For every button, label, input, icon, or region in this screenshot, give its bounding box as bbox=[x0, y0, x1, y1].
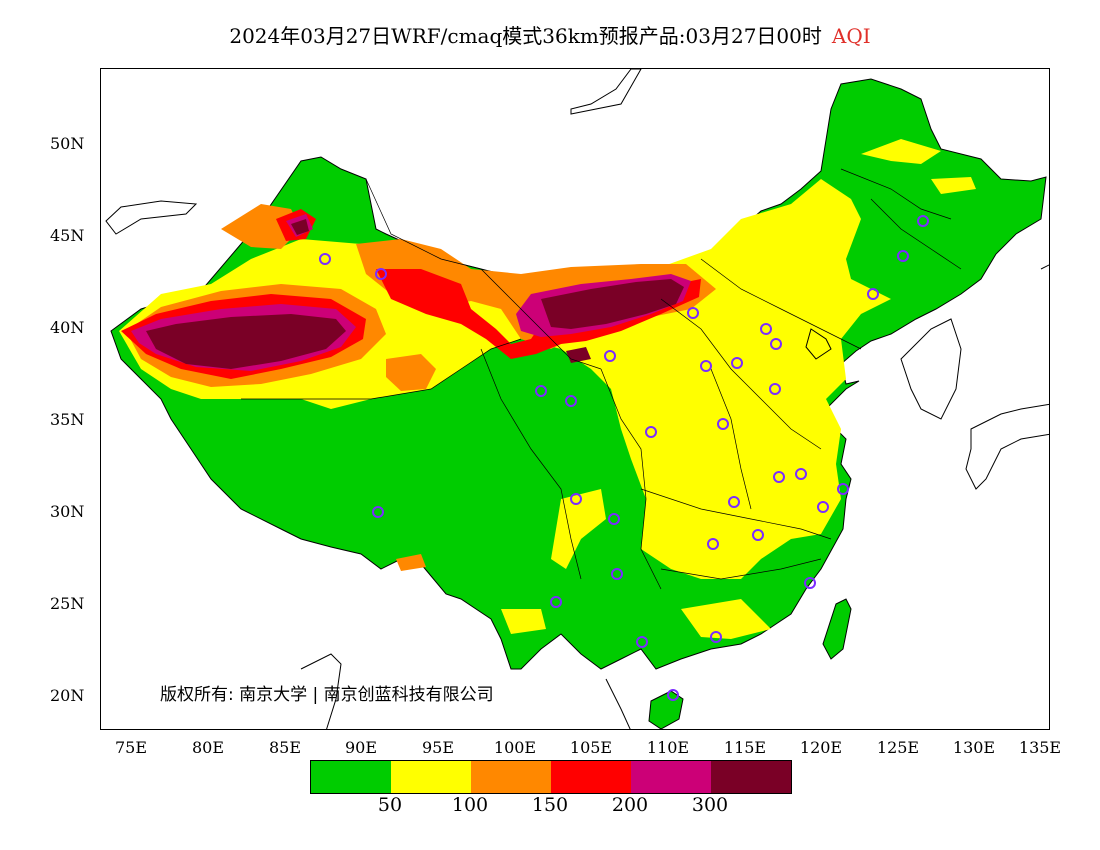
station-marker bbox=[535, 385, 547, 397]
station-marker bbox=[760, 323, 772, 335]
station-marker bbox=[710, 631, 722, 643]
legend-swatch bbox=[551, 761, 631, 793]
y-label-50n: 50N bbox=[50, 134, 85, 153]
station-marker bbox=[752, 529, 764, 541]
station-marker bbox=[837, 483, 849, 495]
aqi-map bbox=[105, 69, 1049, 729]
neighbor-coastlines bbox=[105, 69, 1049, 729]
legend-label: 300 bbox=[691, 794, 729, 816]
copyright-text: 版权所有: 南京大学 | 南京创蓝科技有限公司 bbox=[160, 685, 494, 705]
x-label-75e: 75E bbox=[114, 738, 148, 757]
station-marker bbox=[565, 395, 577, 407]
aqi-band-yellow-se bbox=[681, 599, 771, 639]
legend-swatch bbox=[311, 761, 391, 793]
y-label-30n: 30N bbox=[50, 502, 85, 521]
station-marker bbox=[804, 577, 816, 589]
aqi-band-yellow-s bbox=[501, 609, 546, 634]
station-marker bbox=[570, 493, 582, 505]
legend-swatch bbox=[631, 761, 711, 793]
x-label-105e: 105E bbox=[569, 738, 613, 757]
station-marker bbox=[608, 513, 620, 525]
legend-label: 200 bbox=[611, 794, 649, 816]
legend-label: 50 bbox=[377, 794, 403, 816]
x-label-135e: 135E bbox=[1018, 738, 1062, 757]
legend-swatch bbox=[391, 761, 471, 793]
x-label-130e: 130E bbox=[952, 738, 996, 757]
station-marker bbox=[550, 596, 562, 608]
taiwan-island bbox=[822, 598, 852, 660]
station-marker bbox=[867, 288, 879, 300]
aqi-band-maroon-north bbox=[541, 279, 684, 329]
province-borders bbox=[241, 168, 962, 590]
station-marker bbox=[770, 338, 782, 350]
legend-swatch bbox=[471, 761, 551, 793]
x-label-95e: 95E bbox=[421, 738, 455, 757]
x-label-115e: 115E bbox=[723, 738, 767, 757]
station-marker bbox=[611, 568, 623, 580]
aqi-band-orange-nw bbox=[221, 204, 301, 249]
aqi-band-yellow-ne2 bbox=[931, 177, 976, 194]
legend-label: 150 bbox=[531, 794, 569, 816]
x-label-85e: 85E bbox=[268, 738, 302, 757]
aqi-band-orange-qinghai bbox=[386, 354, 436, 391]
variable-label: AQI bbox=[831, 24, 871, 48]
station-marker bbox=[917, 215, 929, 227]
station-marker bbox=[773, 471, 785, 483]
station-marker bbox=[717, 418, 729, 430]
y-label-40n: 40N bbox=[50, 318, 85, 337]
station-marker bbox=[731, 357, 743, 369]
aqi-band-yellow-ne bbox=[861, 139, 941, 164]
aqi-band-red-north bbox=[376, 269, 701, 359]
y-label-25n: 25N bbox=[50, 594, 85, 613]
aqi-band-orange-tibet bbox=[396, 554, 426, 571]
x-label-125e: 125E bbox=[876, 738, 920, 757]
station-marker bbox=[897, 250, 909, 262]
map-title: 2024年03月27日WRF/cmaq模式36km预报产品:03月27日00时 A… bbox=[0, 20, 1100, 49]
station-marker bbox=[667, 689, 679, 701]
station-marker bbox=[319, 253, 331, 265]
title-text: 2024年03月27日WRF/cmaq模式36km预报产品:03月27日00时 bbox=[229, 24, 822, 48]
aqi-band-maroon-nw bbox=[291, 219, 309, 235]
station-marker bbox=[636, 636, 648, 648]
station-marker bbox=[728, 496, 740, 508]
y-label-20n: 20N bbox=[50, 686, 85, 705]
x-label-100e: 100E bbox=[493, 738, 537, 757]
x-label-90e: 90E bbox=[344, 738, 378, 757]
y-label-45n: 45N bbox=[50, 226, 85, 245]
station-marker bbox=[687, 307, 699, 319]
station-marker bbox=[604, 350, 616, 362]
station-marker bbox=[645, 426, 657, 438]
station-marker bbox=[700, 360, 712, 372]
station-marker bbox=[375, 268, 387, 280]
aqi-band-maroon-gansu bbox=[566, 347, 591, 363]
legend-label: 100 bbox=[451, 794, 489, 816]
color-legend bbox=[310, 760, 792, 794]
station-marker bbox=[769, 383, 781, 395]
station-marker bbox=[372, 506, 384, 518]
map-frame[interactable] bbox=[100, 68, 1050, 730]
station-marker bbox=[795, 468, 807, 480]
station-markers bbox=[319, 215, 929, 701]
y-label-35n: 35N bbox=[50, 410, 85, 429]
station-marker bbox=[817, 501, 829, 513]
station-marker bbox=[707, 538, 719, 550]
x-label-80e: 80E bbox=[191, 738, 225, 757]
legend-swatch bbox=[711, 761, 791, 793]
aqi-band-maroon-west bbox=[146, 314, 346, 369]
x-label-110e: 110E bbox=[646, 738, 690, 757]
x-label-120e: 120E bbox=[799, 738, 843, 757]
